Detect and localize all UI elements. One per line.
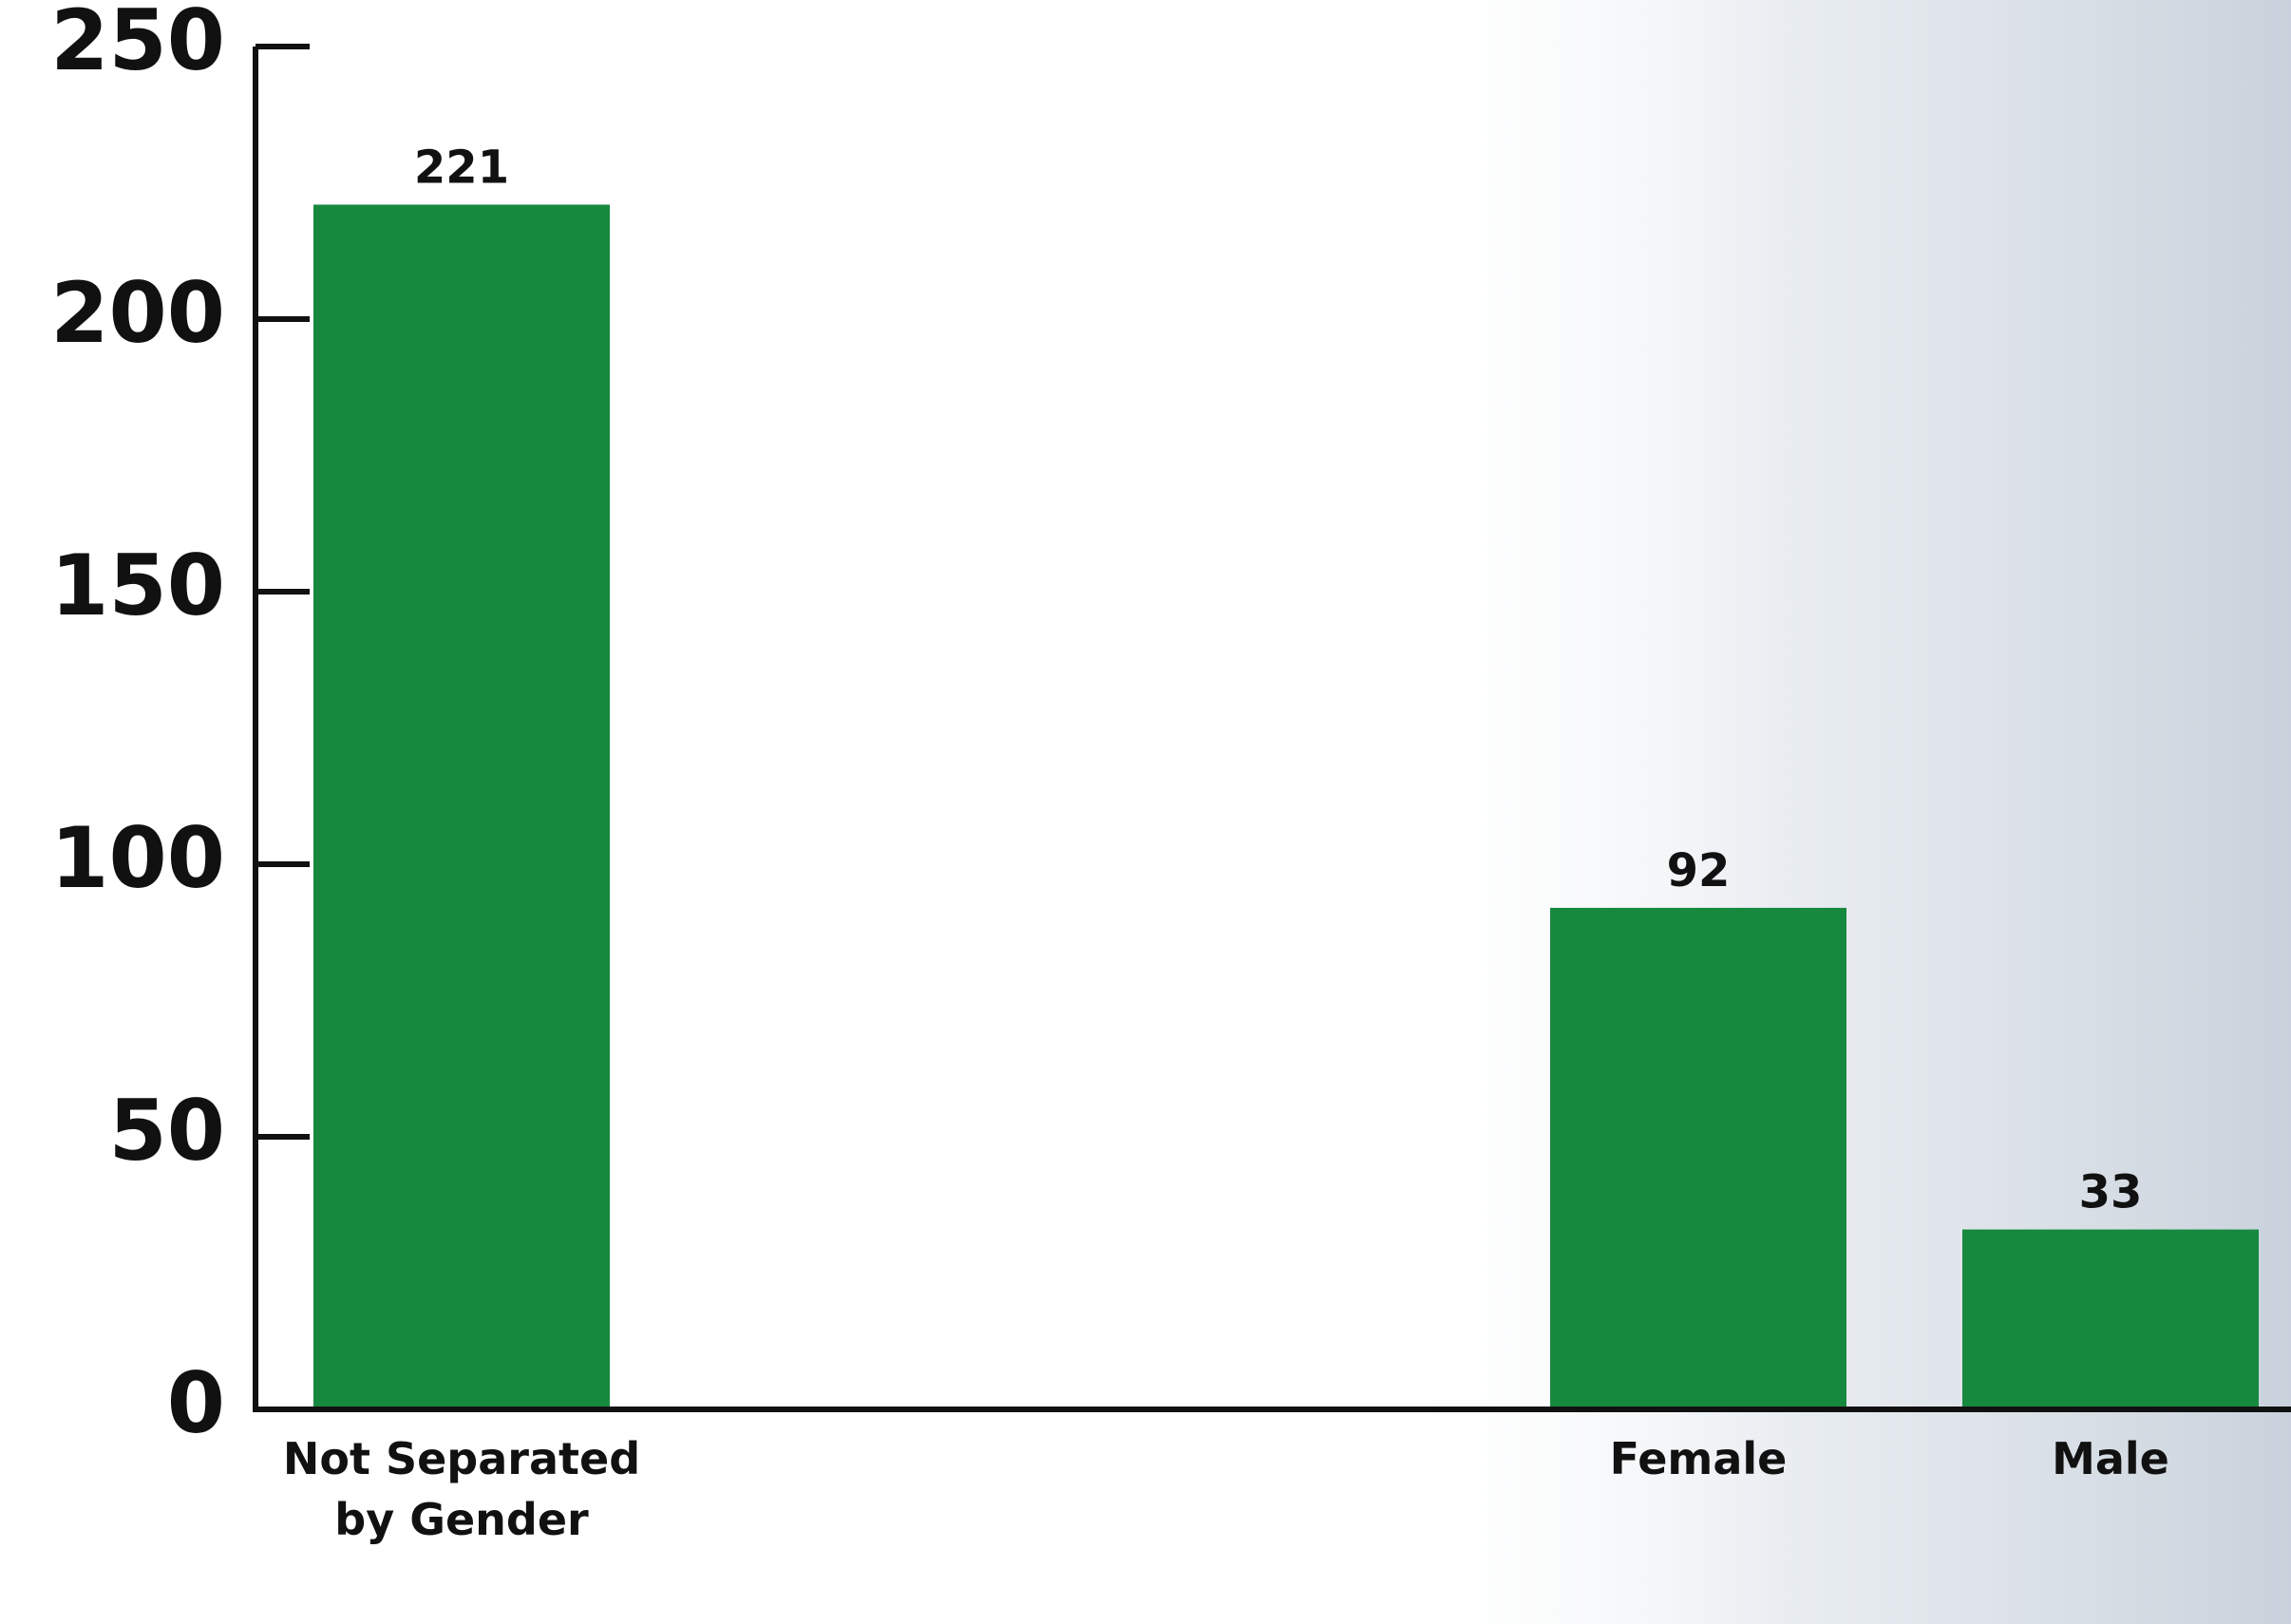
- data-label: 92: [1667, 844, 1731, 897]
- y-tick-label: 50: [109, 1082, 225, 1180]
- bar: [1550, 907, 1846, 1409]
- x-tick-label: Male: [2052, 1433, 2169, 1484]
- y-tick-label: 250: [50, 0, 225, 89]
- y-tick-label: 200: [50, 264, 225, 362]
- bar: [313, 204, 610, 1410]
- y-tick-label: 150: [50, 537, 225, 634]
- bar: [1962, 1229, 2259, 1409]
- data-label: 221: [414, 141, 509, 194]
- data-label: 33: [2079, 1166, 2143, 1219]
- x-tick-label: Not Separated by Gender: [282, 1433, 641, 1545]
- x-tick-label: Female: [1609, 1433, 1788, 1484]
- y-tick-label: 0: [167, 1354, 225, 1452]
- y-tick-label: 100: [50, 809, 225, 907]
